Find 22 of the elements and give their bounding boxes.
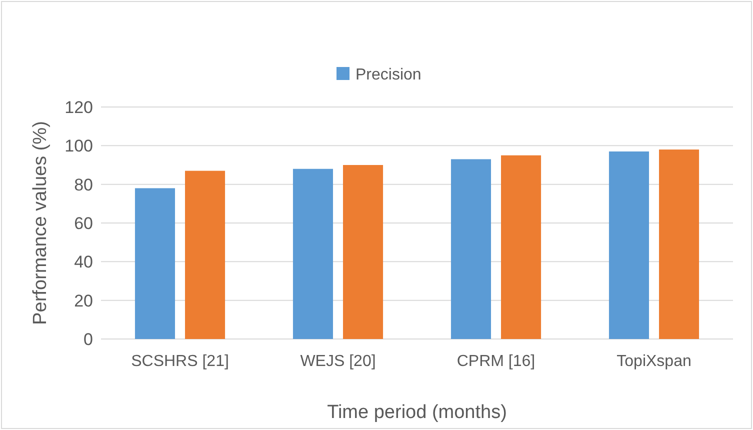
- bar: [134, 188, 175, 339]
- bar: [185, 170, 226, 339]
- bar: [608, 151, 649, 339]
- x-tick-label: SCSHRS [21]: [131, 353, 229, 370]
- y-tick-label: 0: [84, 330, 93, 349]
- y-tick-label: 80: [74, 175, 93, 194]
- bar: [343, 165, 384, 339]
- x-axis-title: Time period (months): [327, 402, 507, 423]
- y-tick-label: 20: [74, 291, 93, 310]
- y-tick-label: 40: [74, 252, 93, 272]
- y-tick-label: 100: [64, 136, 93, 156]
- bar: [659, 150, 700, 339]
- y-tick-label: 120: [64, 98, 93, 117]
- y-axis-title: Performance values (%): [30, 121, 51, 325]
- y-tick-label: 60: [74, 214, 93, 233]
- bar: [292, 168, 333, 339]
- x-tick-label: TopiXspan: [616, 353, 692, 370]
- legend-label: Precision: [356, 66, 422, 84]
- x-tick-label: CPRM [16]: [456, 353, 536, 370]
- bar: [501, 155, 542, 339]
- x-tick-label: WEJS [20]: [300, 353, 376, 370]
- bar: [450, 159, 491, 339]
